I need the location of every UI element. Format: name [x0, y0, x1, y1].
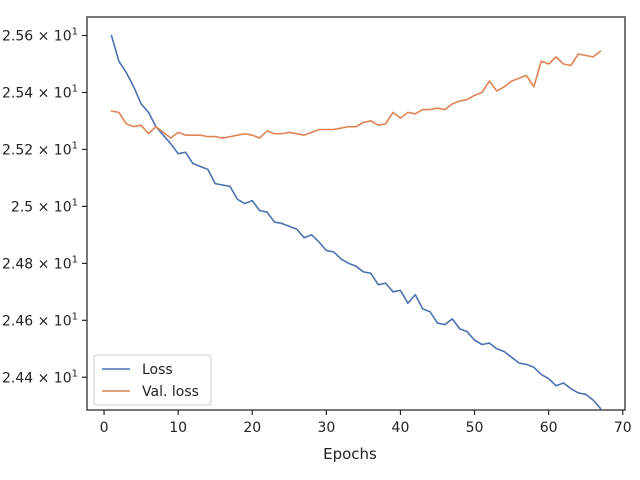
series-points-loss	[111, 35, 600, 408]
y-axis: 2.44 × 101 2.46 × 101 2.48 × 101 2.5 × 101 2…	[2, 27, 87, 386]
x-axis-label: Epochs	[323, 445, 377, 463]
x-tick-label: 60	[540, 420, 558, 436]
legend-label-val-loss: Val. loss	[142, 384, 199, 400]
y-tick-label: 2.44 × 101	[2, 368, 78, 386]
y-tick-label: 2.54 × 101	[2, 83, 78, 101]
x-tick-label: 50	[466, 420, 484, 436]
y-tick-label: 2.56 × 101	[2, 27, 78, 45]
series-layer	[110, 34, 602, 410]
y-tick-label: 2.52 × 101	[2, 140, 78, 158]
x-tick-label: 0	[100, 420, 109, 436]
y-tick-label: 2.48 × 101	[2, 254, 78, 272]
series-points-val-loss	[111, 51, 600, 138]
series-line-val-loss	[110, 50, 602, 139]
x-tick-label: 40	[392, 420, 410, 436]
y-tick-label: 2.5 × 101	[11, 197, 78, 215]
x-tick-label: 70	[614, 420, 632, 436]
legend-label-loss: Loss	[142, 362, 173, 378]
plot-frame	[86, 16, 626, 411]
y-tick-label: 2.46 × 101	[2, 311, 78, 329]
x-tick-label: 20	[243, 420, 261, 436]
series-line-loss	[110, 34, 602, 410]
x-axis: 0 10 20 30 40 50 60 70	[100, 410, 632, 436]
x-tick-label: 30	[317, 420, 335, 436]
legend-box	[93, 354, 212, 406]
legend: Loss Val. loss	[93, 354, 212, 406]
x-tick-label: 10	[169, 420, 187, 436]
